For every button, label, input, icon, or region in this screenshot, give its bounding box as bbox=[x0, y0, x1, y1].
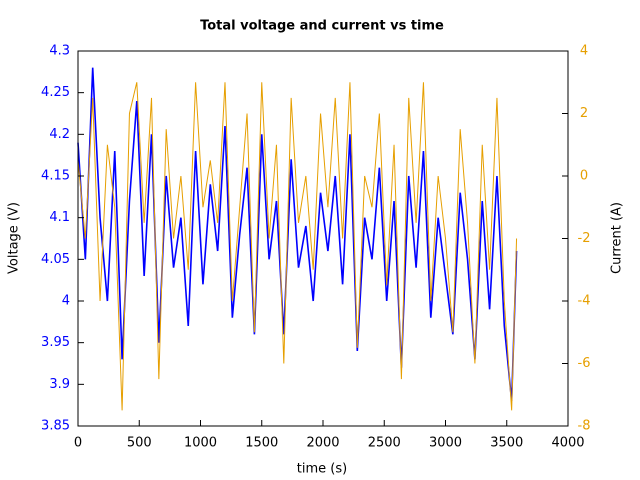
x-tick-label: 3000 bbox=[429, 436, 462, 451]
y-tick-label: 3.9 bbox=[49, 377, 70, 392]
y-tick-label: 4.25 bbox=[41, 85, 70, 100]
y-tick-label: 4 bbox=[62, 294, 70, 309]
y2-tick-label: -2 bbox=[578, 231, 591, 246]
y2-tick-label: 4 bbox=[580, 44, 588, 59]
x-tick-label: 500 bbox=[127, 436, 152, 451]
chart-title: Total voltage and current vs time bbox=[200, 19, 444, 34]
x-tick-label: 2500 bbox=[368, 436, 401, 451]
x-tick-label: 0 bbox=[74, 436, 82, 451]
x-tick-label: 1500 bbox=[245, 436, 278, 451]
y-tick-label: 3.95 bbox=[41, 335, 70, 350]
x-tick-label: 1000 bbox=[184, 436, 217, 451]
y2-axis-label: Current (A) bbox=[610, 202, 625, 274]
y-tick-label: 4.15 bbox=[41, 169, 70, 184]
y-tick-label: 4.3 bbox=[49, 44, 70, 59]
x-tick-label: 4000 bbox=[551, 436, 584, 451]
x-tick-label: 3500 bbox=[490, 436, 523, 451]
y2-tick-label: -4 bbox=[578, 294, 591, 309]
y-tick-label: 4.2 bbox=[49, 127, 70, 142]
y2-tick-label: 2 bbox=[580, 106, 588, 121]
x-axis-label: time (s) bbox=[297, 462, 347, 477]
y2-tick-label: 0 bbox=[580, 169, 588, 184]
x-tick-label: 2000 bbox=[306, 436, 339, 451]
data-line bbox=[77, 82, 518, 411]
y-axis-label: Voltage (V) bbox=[7, 202, 22, 274]
y2-tick-label: -6 bbox=[578, 356, 591, 371]
data-line bbox=[77, 67, 518, 402]
y2-tick-label: -8 bbox=[578, 419, 591, 434]
y-tick-label: 4.05 bbox=[41, 252, 70, 267]
y-tick-label: 4.1 bbox=[49, 210, 70, 225]
y-tick-label: 3.85 bbox=[41, 419, 70, 434]
